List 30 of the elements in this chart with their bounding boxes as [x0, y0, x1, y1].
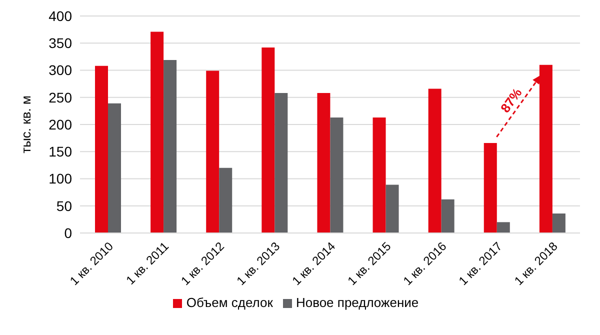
y-axis-title: тыс. кв. м: [18, 96, 34, 154]
y-tick-label: 300: [48, 62, 72, 78]
bar: [386, 184, 399, 233]
bar: [95, 66, 108, 233]
y-tick-label: 50: [56, 198, 72, 214]
bar: [428, 88, 442, 233]
y-tick-label: 200: [48, 116, 72, 132]
y-tick-label: 0: [64, 224, 72, 241]
bar: [219, 168, 232, 233]
bar: [108, 103, 121, 233]
y-tick-label: 250: [48, 89, 72, 106]
legend-label: Новое предложение: [296, 295, 419, 310]
y-tick-label: 350: [48, 35, 72, 52]
bar: [441, 199, 454, 233]
bar: [150, 32, 164, 233]
bar: [330, 117, 344, 233]
bar: [164, 60, 177, 233]
legend-label: Объем сделок: [186, 295, 273, 310]
bar: [496, 222, 510, 233]
bar: [274, 93, 288, 233]
y-tick-label: 400: [48, 8, 72, 24]
y-tick-label: 150: [48, 144, 72, 160]
y-tick-label: 100: [48, 170, 72, 187]
bar: [484, 142, 497, 233]
bar: [317, 93, 330, 233]
bar: [262, 47, 275, 233]
bar: [206, 70, 220, 233]
bar: [539, 64, 552, 233]
bar: [552, 213, 566, 233]
bar: [372, 117, 386, 233]
